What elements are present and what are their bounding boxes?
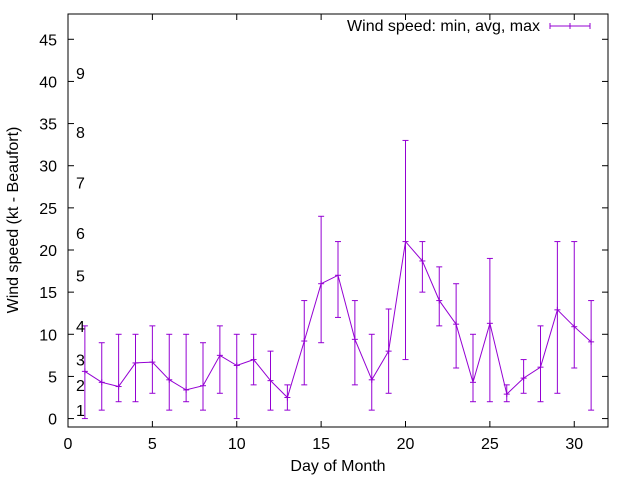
error-bar — [132, 333, 139, 403]
y-tick-label: 0 — [48, 412, 57, 429]
data-point — [571, 323, 578, 330]
error-bar — [351, 300, 358, 386]
data-point — [419, 257, 426, 264]
data-point — [368, 376, 375, 383]
data-point — [318, 280, 325, 287]
y-tick-label: 20 — [39, 243, 57, 260]
x-tick-label: 20 — [397, 436, 415, 453]
y-tick-label: 25 — [39, 201, 57, 218]
beaufort-label: 2 — [76, 378, 85, 395]
y-tick-label: 30 — [39, 159, 57, 176]
y-tick-label: 5 — [48, 369, 57, 386]
beaufort-label: 3 — [76, 353, 85, 370]
data-point — [453, 321, 460, 328]
error-bar — [554, 241, 561, 394]
plot-border — [67, 13, 609, 428]
error-bar — [436, 266, 443, 327]
data-point — [588, 338, 595, 345]
data-point — [335, 272, 341, 279]
error-bar — [486, 257, 493, 403]
y-tick-label: 45 — [39, 32, 57, 49]
x-tick-label: 0 — [64, 436, 73, 453]
data-point — [470, 379, 476, 386]
data-point — [200, 382, 206, 389]
y-tick-label: 10 — [39, 327, 57, 344]
y-axis-label: Wind speed (kt - Beaufort) — [5, 127, 22, 314]
error-bar — [588, 300, 595, 411]
error-bar — [318, 215, 325, 344]
y-tick-label: 35 — [39, 117, 57, 134]
beaufort-label: 1 — [76, 403, 85, 420]
x-tick-label: 30 — [565, 436, 583, 453]
data-point — [132, 359, 139, 366]
data-point — [402, 238, 409, 245]
y-tick-label: 15 — [39, 285, 57, 302]
legend: Wind speed: min, avg, max — [347, 18, 591, 35]
data-point — [503, 391, 510, 398]
error-bar — [419, 241, 426, 293]
data-point — [351, 336, 358, 343]
beaufort-label: 5 — [76, 268, 85, 285]
beaufort-label: 6 — [76, 226, 85, 243]
error-bar — [200, 342, 206, 411]
error-bar — [233, 333, 240, 420]
data-point — [149, 359, 156, 366]
data-point — [554, 306, 561, 313]
data-point — [233, 362, 240, 369]
beaufort-label: 7 — [76, 176, 85, 193]
error-bar — [470, 333, 476, 403]
data-point — [301, 338, 308, 345]
data-point — [216, 352, 223, 359]
plot-area — [81, 139, 595, 420]
error-bar — [98, 342, 105, 411]
data-point — [537, 364, 544, 371]
error-bar — [216, 325, 223, 394]
error-bar — [537, 325, 544, 403]
x-axis-label: Day of Month — [290, 458, 385, 475]
data-point — [520, 375, 527, 382]
data-point — [115, 383, 122, 390]
y-tick-label: 40 — [39, 74, 57, 91]
x-tick-label: 15 — [312, 436, 330, 453]
data-point — [81, 368, 88, 375]
data-point — [436, 297, 443, 304]
legend-label: Wind speed: min, avg, max — [347, 18, 540, 35]
error-bar — [115, 333, 122, 403]
data-point — [385, 348, 392, 355]
x-tick-label: 10 — [228, 436, 246, 453]
data-point — [284, 394, 291, 401]
x-tick-label: 5 — [148, 436, 157, 453]
data-point — [166, 376, 173, 383]
beaufort-label: 8 — [76, 125, 85, 142]
data-point — [250, 356, 257, 363]
error-bar — [166, 333, 173, 411]
data-point — [267, 377, 274, 384]
data-point — [486, 320, 493, 327]
beaufort-label: 4 — [76, 319, 85, 336]
data-point — [183, 386, 190, 393]
error-bar — [335, 241, 341, 318]
error-bar — [368, 333, 375, 411]
data-point — [98, 379, 105, 386]
error-bar — [571, 241, 578, 369]
error-bar — [402, 139, 409, 361]
x-tick-label: 25 — [481, 436, 499, 453]
beaufort-label: 9 — [76, 66, 85, 83]
